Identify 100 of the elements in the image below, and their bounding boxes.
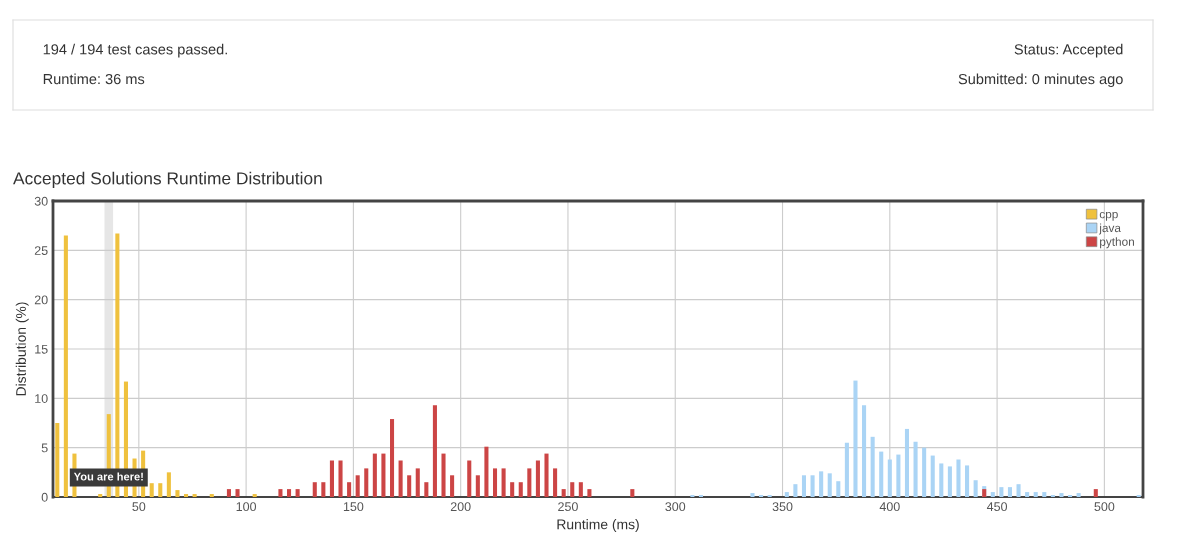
bar bbox=[286, 489, 292, 497]
bar bbox=[870, 436, 875, 497]
bar bbox=[836, 481, 841, 497]
bar bbox=[364, 468, 369, 497]
bar bbox=[1076, 493, 1081, 497]
bar bbox=[347, 482, 352, 497]
bar bbox=[226, 489, 231, 497]
bar bbox=[887, 459, 892, 497]
bar bbox=[321, 482, 326, 497]
bar bbox=[801, 475, 807, 497]
bar bbox=[965, 465, 970, 497]
x-tick-label: 250 bbox=[558, 502, 578, 512]
bar bbox=[338, 460, 343, 497]
bar bbox=[973, 480, 978, 497]
bar bbox=[853, 380, 858, 497]
bar bbox=[587, 489, 592, 497]
bar bbox=[235, 489, 240, 497]
bar bbox=[1025, 492, 1030, 497]
y-tick-label: 10 bbox=[35, 394, 48, 403]
bar bbox=[784, 492, 789, 497]
bar bbox=[295, 489, 300, 497]
bar bbox=[561, 489, 566, 497]
bar bbox=[432, 405, 437, 497]
bar bbox=[793, 484, 798, 497]
x-tick-label: 100 bbox=[236, 502, 257, 512]
x-tick-label: 200 bbox=[450, 502, 471, 512]
text: Runtime: 36 ms bbox=[43, 73, 145, 85]
bar bbox=[578, 482, 583, 497]
text: Status: Accepted bbox=[1014, 43, 1123, 58]
bar bbox=[527, 468, 532, 497]
bar bbox=[312, 482, 317, 497]
bar bbox=[166, 472, 171, 497]
bar bbox=[750, 493, 755, 497]
bar bbox=[372, 453, 377, 497]
bar bbox=[149, 483, 154, 497]
bar bbox=[55, 423, 60, 497]
bar bbox=[879, 451, 884, 497]
legend-label: python bbox=[1100, 237, 1134, 249]
bar bbox=[484, 446, 489, 497]
y-tick-label: 25 bbox=[34, 246, 48, 255]
bar bbox=[939, 463, 944, 497]
bar bbox=[922, 447, 927, 497]
bar bbox=[475, 475, 480, 497]
bar bbox=[407, 475, 412, 497]
bar bbox=[990, 492, 995, 497]
bar bbox=[398, 460, 403, 497]
bar bbox=[896, 454, 901, 497]
y-axis-title: Distribution (%) bbox=[15, 302, 29, 396]
bar bbox=[192, 494, 197, 497]
text: 194 / 194 test cases passed. bbox=[43, 43, 227, 58]
bar bbox=[1007, 487, 1013, 497]
bar bbox=[518, 482, 523, 497]
x-axis-title: Runtime (ms) bbox=[557, 519, 639, 533]
y-tick-label: 0 bbox=[41, 492, 48, 502]
chart-title: Accepted Solutions Runtime Distribution bbox=[13, 171, 322, 188]
bar bbox=[827, 473, 832, 497]
bar bbox=[278, 489, 283, 497]
bar bbox=[535, 460, 540, 497]
bar bbox=[810, 475, 815, 497]
x-tick-label: 400 bbox=[879, 502, 900, 512]
x-tick-label: 450 bbox=[986, 502, 1008, 512]
bar bbox=[999, 487, 1004, 497]
bar bbox=[510, 482, 515, 497]
bar bbox=[630, 489, 635, 497]
legend-label: java bbox=[1099, 223, 1121, 235]
bar bbox=[252, 494, 257, 497]
y-tick-label: 30 bbox=[34, 196, 48, 206]
bar bbox=[1042, 492, 1047, 497]
bar bbox=[450, 475, 455, 497]
bar bbox=[862, 405, 867, 497]
bar bbox=[904, 428, 910, 497]
bar bbox=[209, 494, 214, 497]
bar bbox=[441, 453, 446, 497]
bar bbox=[1016, 484, 1021, 497]
bar bbox=[1059, 493, 1064, 497]
y-tick-label: 15 bbox=[35, 344, 48, 354]
bar bbox=[98, 494, 103, 497]
legend-label: cpp bbox=[1099, 211, 1118, 221]
bar bbox=[819, 471, 824, 497]
bar bbox=[355, 475, 360, 497]
bar bbox=[553, 468, 558, 497]
bar bbox=[63, 235, 68, 497]
bar bbox=[501, 468, 506, 497]
bar bbox=[415, 468, 420, 497]
bar bbox=[956, 459, 961, 497]
y-tick-label: 20 bbox=[34, 295, 48, 305]
bar bbox=[175, 490, 180, 497]
bar bbox=[381, 453, 386, 497]
x-tick-label: 300 bbox=[665, 502, 686, 512]
text: Submitted: 0 minutes ago bbox=[958, 73, 1123, 88]
bar bbox=[913, 441, 918, 497]
bar bbox=[844, 442, 849, 497]
bar bbox=[183, 494, 189, 497]
bar bbox=[930, 455, 935, 497]
bar bbox=[1033, 492, 1038, 497]
y-tick-label: 5 bbox=[41, 443, 48, 453]
bar bbox=[389, 419, 395, 497]
bar bbox=[544, 453, 549, 497]
bar bbox=[158, 483, 163, 497]
x-tick-label: 150 bbox=[343, 502, 364, 512]
